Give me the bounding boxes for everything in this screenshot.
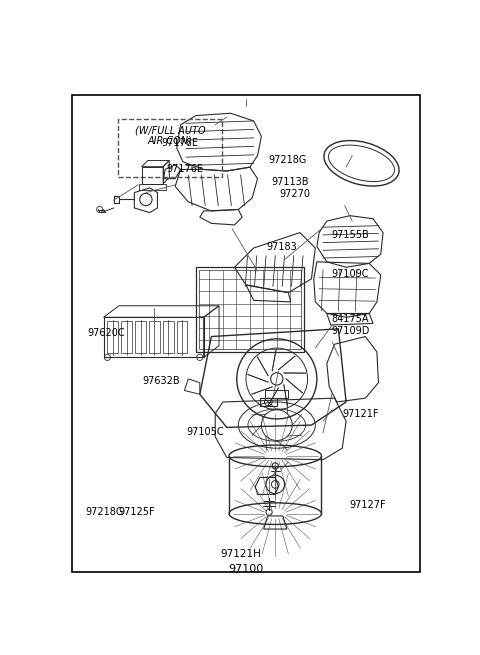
Text: 97218G: 97218G (268, 155, 307, 165)
Text: 97620C: 97620C (87, 328, 125, 338)
Text: 97109D: 97109D (331, 326, 370, 336)
Text: 97109C: 97109C (331, 269, 369, 279)
Bar (177, 321, 188, 354)
Text: 97183: 97183 (266, 242, 297, 252)
Text: 97632B: 97632B (143, 376, 180, 386)
Text: 97176E: 97176E (166, 164, 203, 174)
Text: 97176E: 97176E (161, 138, 198, 148)
Bar (196, 267, 304, 352)
Text: 97121H: 97121H (220, 549, 261, 559)
Bar (135, 321, 146, 354)
Text: 97218G: 97218G (85, 508, 123, 517)
Text: 97155B: 97155B (331, 230, 369, 240)
Bar (121, 321, 132, 354)
Text: 97113B: 97113B (272, 177, 310, 187)
Text: 97100: 97100 (228, 565, 264, 574)
Bar (108, 321, 118, 354)
Text: 97125F: 97125F (119, 508, 155, 517)
Text: 97270: 97270 (279, 189, 310, 198)
Bar (149, 321, 160, 354)
Bar (119, 119, 222, 177)
Text: 97105C: 97105C (187, 426, 225, 437)
Text: 84175A: 84175A (331, 314, 369, 324)
Text: 97121F: 97121F (342, 409, 379, 419)
Bar (163, 321, 174, 354)
Text: (W/FULL AUTO: (W/FULL AUTO (135, 126, 205, 136)
Text: AIR CON): AIR CON) (148, 135, 192, 145)
Text: 97127F: 97127F (349, 500, 386, 510)
Bar (199, 271, 300, 349)
